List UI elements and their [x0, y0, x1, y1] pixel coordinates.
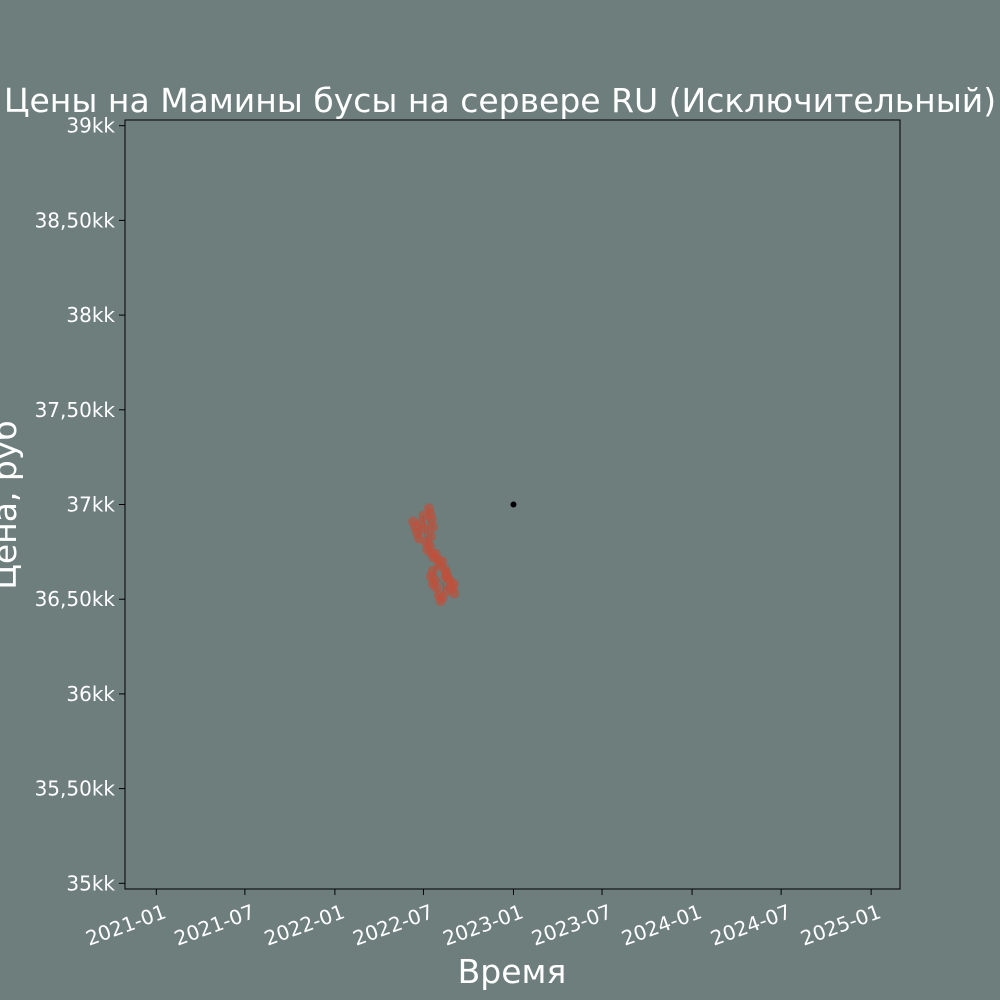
data-point: [425, 531, 436, 542]
y-tick-label: 38,50kk: [35, 208, 116, 232]
data-point: [427, 565, 438, 576]
y-axis-ticks: 35kk 35,50kk 36kk 36,50kk 37kk 37,50kk 38kk 38,…: [35, 114, 125, 895]
y-tick-label: 37,50kk: [35, 398, 116, 422]
data-point: [429, 575, 440, 586]
highlight-data-point: [510, 501, 517, 508]
y-tick-label: 36,50kk: [35, 587, 116, 611]
data-point: [448, 579, 459, 590]
y-axis-label: Цена, руб: [0, 420, 24, 590]
data-point: [440, 571, 451, 582]
y-tick-label: 37kk: [66, 493, 115, 517]
y-tick-label: 38kk: [66, 303, 115, 327]
data-point: [442, 585, 453, 596]
data-point: [431, 582, 442, 593]
data-point: [426, 514, 437, 525]
y-tick-label: 35,50kk: [35, 777, 116, 801]
data-point: [427, 522, 438, 533]
scatter-points: [408, 501, 517, 607]
y-tick-label: 35kk: [66, 871, 115, 895]
data-point: [419, 524, 430, 535]
chart-title: Цены на Мамины бусы на сервере RU (Исклю…: [4, 81, 996, 120]
y-tick-label: 36kk: [66, 682, 115, 706]
y-tick-label: 39kk: [66, 114, 115, 138]
x-axis-label: Время: [458, 952, 567, 991]
data-point: [424, 541, 435, 552]
data-point: [437, 556, 448, 567]
